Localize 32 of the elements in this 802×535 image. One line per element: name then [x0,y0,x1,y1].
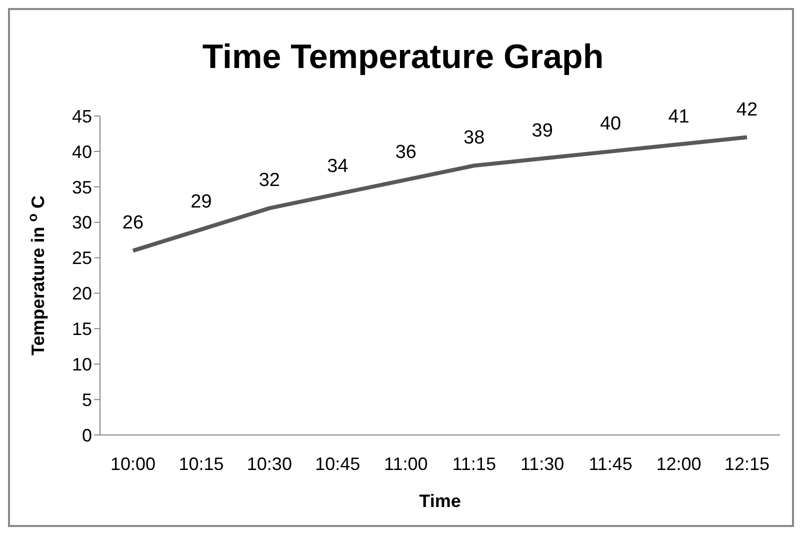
data-label: 39 [532,120,553,142]
y-tick-label: 0 [82,425,92,446]
data-label: 40 [600,113,622,134]
x-tick-label: 10:45 [315,454,360,474]
data-label: 32 [258,170,280,192]
y-tick-label: 35 [72,177,92,198]
x-tick-label: 12:00 [656,454,702,474]
y-tick-label: 25 [72,248,92,268]
x-tick-label: 11:45 [588,454,632,474]
data-label: 36 [395,142,416,163]
x-tick-label: 10:00 [110,454,156,474]
data-label: 34 [327,156,349,177]
x-tick-label: 11:00 [384,454,428,474]
x-tick-label: 12:15 [724,454,770,474]
y-tick-label: 40 [72,142,92,162]
x-axis-title: Time [419,491,461,511]
x-tick-label: 10:15 [178,454,224,474]
y-tick-label: 10 [72,354,92,374]
data-label: 38 [464,128,485,149]
y-tick-label: 20 [72,284,92,304]
x-tick-label: 10:30 [246,454,292,474]
data-label: 42 [736,99,758,120]
y-tick-label: 30 [72,212,92,233]
data-label: 41 [668,106,690,128]
data-label: 26 [122,212,144,234]
chart-title: Time Temperature Graph [201,38,605,77]
y-tick-label: 15 [72,319,92,340]
x-tick-label: 11:30 [520,454,564,474]
y-tick-label: 5 [82,390,92,410]
data-label: 29 [190,191,212,212]
y-tick-label: 45 [72,106,92,126]
x-tick-label: 11:15 [452,454,496,474]
